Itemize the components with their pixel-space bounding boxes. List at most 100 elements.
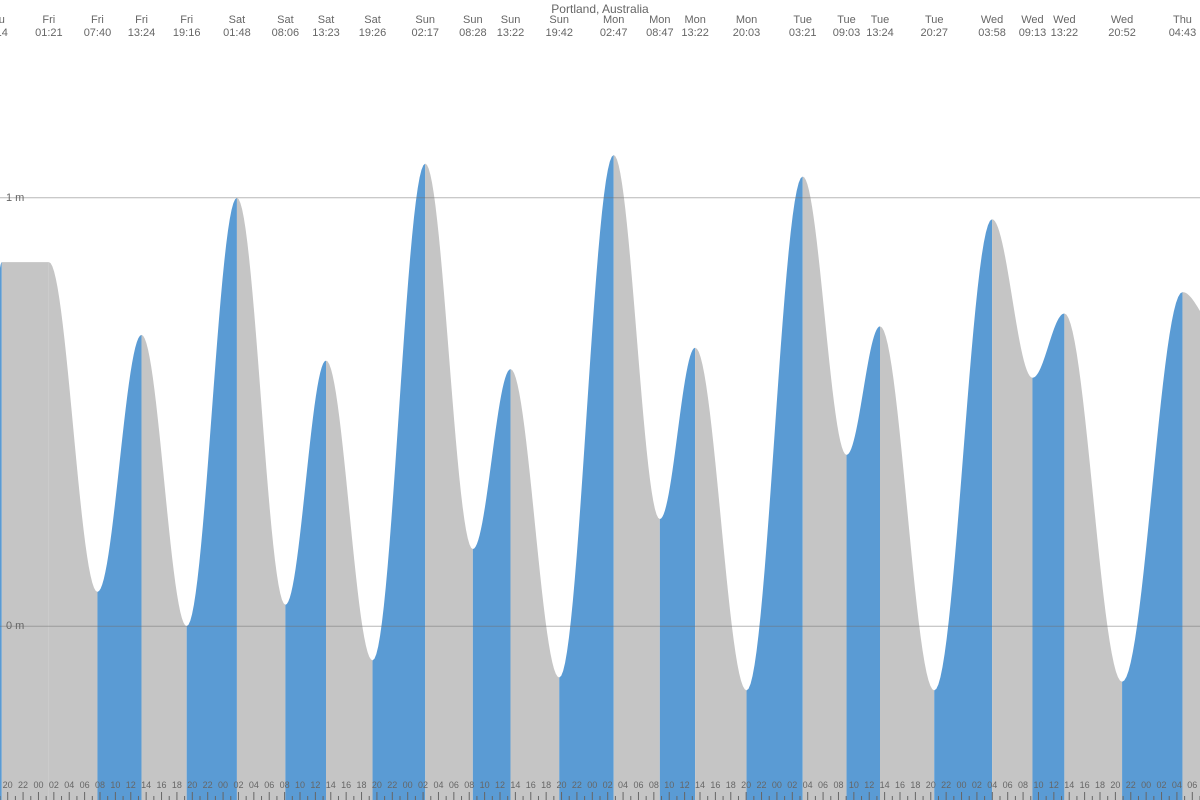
x-tick-label: 04 (803, 780, 813, 790)
tide-segment (695, 348, 746, 800)
x-tick-label: 12 (310, 780, 320, 790)
x-tick-label: 04 (618, 780, 628, 790)
tide-segment (747, 176, 803, 800)
x-tick-label: 02 (787, 780, 797, 790)
tide-segment (1064, 314, 1122, 800)
x-tick-label: 10 (110, 780, 120, 790)
x-tick-label: 22 (572, 780, 582, 790)
x-tick-label: 14 (326, 780, 336, 790)
tide-segment (0, 262, 2, 800)
x-tick-label: 04 (64, 780, 74, 790)
x-tick-label: 06 (633, 780, 643, 790)
tide-segment (847, 326, 880, 800)
x-tick-label: 20 (557, 780, 567, 790)
x-tick-label: 20 (741, 780, 751, 790)
x-tick-label: 08 (280, 780, 290, 790)
x-tick-label: 16 (341, 780, 351, 790)
x-tick-label: 08 (649, 780, 659, 790)
tide-segment (237, 198, 285, 800)
tide-segment (1182, 292, 1200, 800)
tide-chart: Portland, Australia u14Fri01:21Fri07:40F… (0, 0, 1200, 800)
x-tick-label: 00 (957, 780, 967, 790)
tide-segment (614, 155, 660, 800)
x-tick-label: 06 (80, 780, 90, 790)
x-tick-label: 00 (33, 780, 43, 790)
x-tick-label: 14 (695, 780, 705, 790)
x-tick-label: 12 (864, 780, 874, 790)
x-tick-label: 02 (1157, 780, 1167, 790)
x-tick-label: 20 (926, 780, 936, 790)
x-tick-label: 02 (233, 780, 243, 790)
x-tick-label: 18 (910, 780, 920, 790)
x-tick-label: 06 (818, 780, 828, 790)
tide-segment (49, 262, 98, 800)
chart-plot-area (0, 0, 1200, 800)
x-tick-label: 22 (941, 780, 951, 790)
x-tick-label: 12 (1049, 780, 1059, 790)
x-tick-label: 06 (264, 780, 274, 790)
x-tick-label: 22 (1126, 780, 1136, 790)
tide-segment (803, 176, 847, 800)
x-tick-label: 18 (726, 780, 736, 790)
x-tick-label: 18 (357, 780, 367, 790)
x-tick-label: 16 (895, 780, 905, 790)
tide-segment (559, 155, 613, 800)
y-axis-label: 0 m (6, 620, 24, 632)
x-tick-label: 12 (495, 780, 505, 790)
x-tick-label: 20 (3, 780, 13, 790)
tide-segment (97, 335, 141, 800)
tide-segment (1122, 292, 1182, 800)
x-tick-label: 22 (203, 780, 213, 790)
x-tick-label: 00 (772, 780, 782, 790)
x-tick-label: 12 (680, 780, 690, 790)
tide-segment (511, 369, 560, 800)
tide-segment (142, 335, 187, 800)
x-tick-label: 16 (157, 780, 167, 790)
x-tick-label: 14 (141, 780, 151, 790)
x-tick-label: 16 (1080, 780, 1090, 790)
x-tick-label: 22 (18, 780, 28, 790)
x-tick-label: 04 (249, 780, 259, 790)
x-tick-label: 18 (1095, 780, 1105, 790)
tide-segment (1032, 314, 1064, 800)
x-tick-label: 08 (464, 780, 474, 790)
tide-segment (934, 219, 992, 800)
x-tick-label: 10 (480, 780, 490, 790)
x-tick-label: 08 (833, 780, 843, 790)
x-tick-label: 04 (433, 780, 443, 790)
x-tick-label: 20 (372, 780, 382, 790)
x-tick-label: 18 (172, 780, 182, 790)
x-tick-label: 22 (387, 780, 397, 790)
x-tick-label: 04 (987, 780, 997, 790)
x-tick-label: 16 (710, 780, 720, 790)
x-tick-label: 06 (449, 780, 459, 790)
tide-segment (187, 198, 237, 800)
tide-segment (660, 348, 695, 800)
x-tick-label: 06 (1003, 780, 1013, 790)
tide-segment (2, 262, 49, 800)
tide-segment (473, 369, 511, 800)
tide-segment (285, 361, 326, 800)
x-tick-label: 14 (1064, 780, 1074, 790)
x-tick-label: 00 (1141, 780, 1151, 790)
x-tick-label: 02 (603, 780, 613, 790)
x-tick-label: 02 (418, 780, 428, 790)
x-tick-label: 06 (1187, 780, 1197, 790)
x-tick-label: 20 (1110, 780, 1120, 790)
x-tick-label: 08 (1018, 780, 1028, 790)
x-tick-label: 14 (880, 780, 890, 790)
x-tick-label: 20 (187, 780, 197, 790)
x-tick-label: 10 (1033, 780, 1043, 790)
x-tick-label: 00 (218, 780, 228, 790)
x-tick-label: 16 (526, 780, 536, 790)
tide-segment (880, 326, 934, 800)
x-tick-label: 18 (541, 780, 551, 790)
y-axis-label: 1 m (6, 192, 24, 204)
tide-segment (425, 164, 473, 800)
x-tick-label: 00 (403, 780, 413, 790)
tide-segment (373, 164, 426, 800)
x-tick-label: 14 (510, 780, 520, 790)
x-axis-ticks: 20 22 00 02 04 06 08 10 12 14 16 18 20 22 00 02 04 06 08 10… (0, 776, 1200, 800)
x-tick-label: 02 (49, 780, 59, 790)
x-tick-label: 10 (664, 780, 674, 790)
